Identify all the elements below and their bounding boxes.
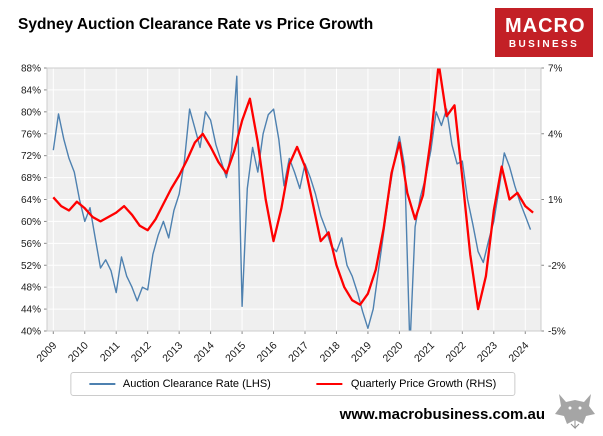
legend-item-price-growth: Quarterly Price Growth (RHS) — [316, 378, 497, 390]
x-axis-tick-label: 2019 — [349, 340, 374, 365]
right-axis-tick-label: 1% — [548, 195, 563, 206]
x-axis-tick-label: 2017 — [286, 340, 311, 365]
x-axis-tick-label: 2021 — [412, 340, 437, 365]
left-axis-tick-label: 64% — [21, 195, 41, 206]
legend-label-clearance-rate: Auction Clearance Rate (LHS) — [122, 378, 271, 390]
x-axis-tick-label: 2015 — [223, 340, 248, 365]
left-axis-tick-label: 48% — [21, 283, 41, 294]
macrobusiness-logo: MACRO BUSINESS — [495, 8, 593, 57]
legend-item-clearance-rate: Auction Clearance Rate (LHS) — [88, 378, 271, 390]
left-axis-tick-label: 56% — [21, 239, 41, 250]
x-axis-tick-label: 2010 — [66, 340, 91, 365]
wolf-eye-right — [578, 406, 582, 410]
wolf-snout — [570, 420, 580, 430]
left-axis-tick-label: 88% — [21, 64, 41, 75]
x-axis-tick-label: 2024 — [506, 340, 531, 365]
header: Sydney Auction Clearance Rate vs Price G… — [0, 0, 603, 58]
auction-clearance-rate-line — [52, 75, 532, 331]
x-axis-tick-label: 2014 — [192, 340, 217, 365]
left-axis-tick-label: 52% — [21, 261, 41, 272]
wolf-silhouette — [555, 394, 595, 424]
x-axis-tick-label: 2013 — [160, 340, 185, 365]
logo-text-business: BUSINESS — [508, 39, 580, 50]
chart-title: Sydney Auction Clearance Rate vs Price G… — [18, 16, 374, 33]
x-axis-tick-label: 2016 — [255, 340, 280, 365]
wolf-eye-left — [568, 406, 572, 410]
left-axis-tick-label: 44% — [21, 305, 41, 316]
plot-border — [46, 67, 542, 332]
x-axis-tick-label: 2011 — [98, 340, 123, 365]
left-axis-tick-label: 72% — [21, 151, 41, 162]
x-axis-tick-label: 2022 — [443, 340, 468, 365]
chart-legend: Auction Clearance Rate (LHS) Quarterly P… — [69, 372, 516, 396]
price-growth-swatch — [316, 382, 343, 386]
x-axis-tick-label: 2023 — [475, 340, 500, 365]
left-axis-tick-label: 84% — [21, 85, 41, 96]
website-text: www.macrobusiness.com.au — [339, 406, 545, 423]
logo-text-macro: MACRO — [505, 15, 586, 37]
clearance-rate-swatch — [88, 383, 115, 385]
line-chart: 40% 44% 48% 52% 56% 60% 64% 68% 72% 76% 80% 84% 88% -… — [21, 64, 566, 365]
left-axis-tick-label: 68% — [21, 173, 41, 184]
left-axis-tick-label: 60% — [21, 217, 41, 228]
legend-label-price-growth: Quarterly Price Growth (RHS) — [350, 378, 497, 390]
left-axis-tick-label: 76% — [21, 129, 41, 140]
left-axis-tick-label: 40% — [21, 327, 41, 338]
x-axis-tick-label: 2009 — [34, 340, 59, 365]
x-axis-tick-label: 2018 — [318, 340, 343, 365]
x-axis-tick-label: 2012 — [129, 340, 154, 365]
right-axis-tick-label: 4% — [548, 129, 563, 140]
quarterly-price-growth-line — [52, 68, 534, 311]
left-axis-tick-label: 80% — [21, 107, 41, 118]
right-axis-tick-label: -5% — [548, 327, 566, 338]
x-axis-tick-label: 2020 — [381, 340, 406, 365]
right-axis-tick-label: 7% — [548, 64, 563, 75]
right-axis-tick-label: -2% — [548, 261, 566, 272]
wolf-logo — [555, 394, 595, 430]
